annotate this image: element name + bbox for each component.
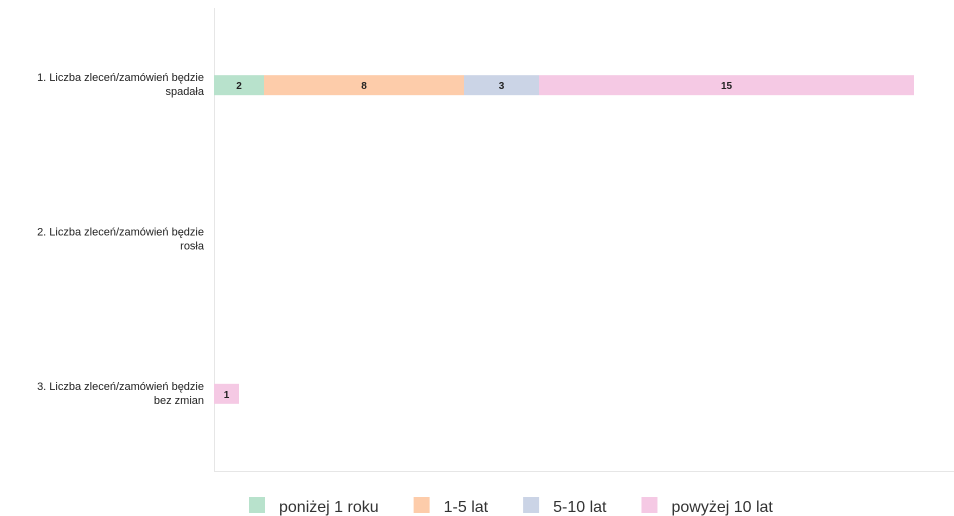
legend-label: 5-10 lat (553, 499, 607, 516)
data-label: 8 (361, 81, 367, 92)
legend-swatch (249, 497, 265, 513)
data-label: 3 (499, 81, 505, 92)
legend-label: powyżej 10 lat (671, 499, 773, 516)
data-label: 2 (236, 81, 242, 92)
category-label: rosła (180, 241, 205, 253)
legend-swatch (413, 497, 430, 513)
category-label: 3. Liczba zleceń/zamówień będzie (37, 381, 204, 393)
bar-segment (214, 75, 264, 96)
bar-segment (464, 75, 539, 96)
bar-segment (214, 383, 239, 404)
bar-segment (539, 75, 914, 96)
category-label: 1. Liczba zleceń/zamówień będzie (37, 72, 204, 84)
category-label: bez zmian (154, 395, 204, 407)
legend: poniżej 1 roku 1-5 lat 5-10 lat powyżej 10 … (249, 497, 773, 516)
category-label: 2. Liczba zleceń/zamówień będzie (37, 227, 204, 239)
legend-label: 1-5 lat (444, 499, 489, 516)
category-label: spadała (165, 86, 204, 98)
data-label: 15 (721, 81, 733, 92)
data-label: 1 (224, 390, 230, 401)
bar-segment (264, 75, 464, 96)
legend-label: poniżej 1 roku (279, 499, 379, 516)
legend-swatch (641, 497, 658, 513)
bar-segments: 2 8 3 15 1 (214, 75, 914, 404)
legend-swatch (523, 497, 540, 513)
category-labels: 1. Liczba zleceń/zamówień będzie spadała 2… (37, 72, 205, 407)
